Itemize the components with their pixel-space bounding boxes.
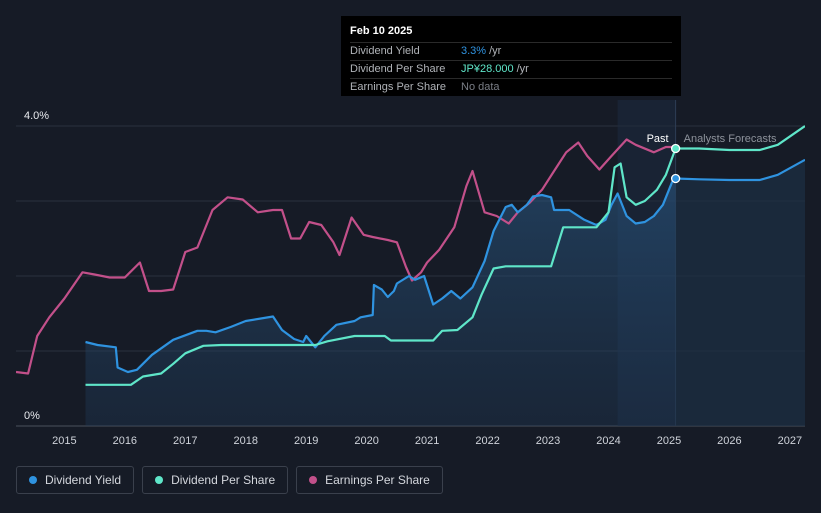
series-marker-yield	[670, 173, 681, 184]
legend-item-dividend-per-share[interactable]: Dividend Per Share	[142, 466, 289, 494]
tooltip-label: Dividend Yield	[350, 45, 420, 57]
dividend-per-share-dot-icon	[155, 476, 164, 484]
forecast-area	[675, 159, 805, 426]
y-tick-label-top: 4.0%	[24, 110, 49, 122]
x-tick-label: 2019	[294, 435, 318, 447]
y-tick-label-bottom: 0%	[24, 410, 40, 422]
x-tick-label: 2025	[657, 435, 681, 447]
tooltip-label: Earnings Per Share	[350, 81, 446, 93]
dividend-yield-area	[85, 178, 676, 426]
x-tick-label: 2020	[354, 435, 378, 447]
x-tick-label: 2023	[536, 435, 560, 447]
tooltip-label: Dividend Per Share	[350, 63, 446, 75]
x-tick-label: 2016	[113, 435, 137, 447]
x-tick-label: 2024	[596, 435, 620, 447]
forecast-label: Analysts Forecasts	[684, 133, 777, 145]
legend-label: Dividend Yield	[45, 473, 122, 487]
tooltip-date: Feb 10 2025	[350, 25, 413, 37]
x-tick-label: 2026	[717, 435, 741, 447]
x-tick-label: 2017	[173, 435, 197, 447]
tooltip-unit: /yr	[489, 45, 502, 57]
series-line-dividend-yield	[85, 158, 805, 374]
legend-label: Earnings Per Share	[325, 473, 430, 487]
series-marker-dps	[670, 143, 681, 154]
x-tick-label: 2027	[778, 435, 802, 447]
series-line-dividend-per-share	[85, 125, 805, 386]
x-tick-label: 2015	[52, 435, 76, 447]
tooltip-value: No data	[461, 81, 500, 93]
series-line-earnings-per-share	[16, 138, 676, 375]
tooltip-unit: /yr	[516, 63, 529, 75]
legend-item-earnings-per-share[interactable]: Earnings Per Share	[296, 466, 443, 494]
past-label: Past	[647, 133, 669, 145]
earnings-per-share-dot-icon	[309, 476, 318, 484]
legend-label: Dividend Per Share	[171, 473, 276, 487]
legend-item-dividend-yield[interactable]: Dividend Yield	[16, 466, 135, 494]
tooltip: Feb 10 2025 Dividend Yield 3.3% /yr Divi…	[341, 16, 681, 96]
x-tick-label: 2022	[475, 435, 499, 447]
tooltip-row-earnings-per-share: Earnings Per Share No data	[350, 78, 672, 96]
x-tick-label: 2018	[234, 435, 258, 447]
tooltip-value: 3.3%	[461, 45, 487, 57]
tooltip-row-dividend-yield: Dividend Yield 3.3% /yr	[350, 42, 672, 60]
dividend-yield-dot-icon	[29, 476, 37, 484]
tooltip-row-dividend-per-share: Dividend Per Share JP¥28.000 /yr	[350, 60, 672, 78]
tooltip-value: JP¥28.000	[461, 63, 514, 75]
legend: Dividend Yield Dividend Per Share Earnin…	[16, 466, 443, 494]
x-tick-label: 2021	[415, 435, 439, 447]
